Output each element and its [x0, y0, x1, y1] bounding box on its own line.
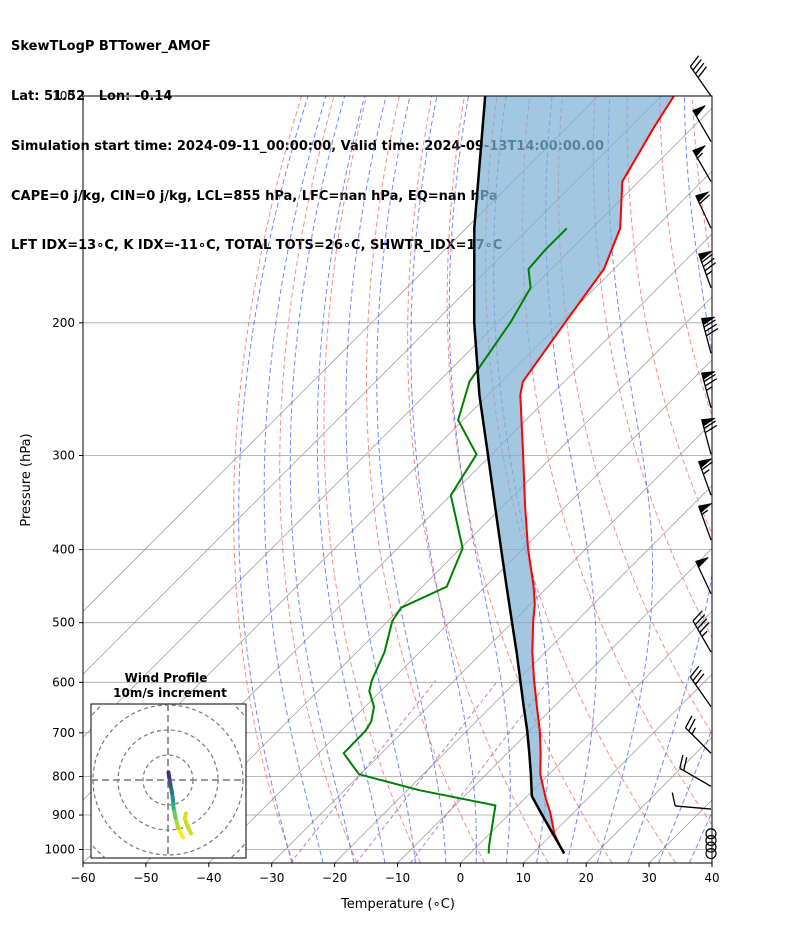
- y-tick-label: 700: [52, 726, 75, 740]
- moist-adiabat: [345, 96, 416, 863]
- profile-layer: [342, 96, 675, 855]
- isotherm: [523, 673, 712, 863]
- x-tick-label: 30: [641, 871, 656, 885]
- mixing-ratio-line: [355, 680, 499, 863]
- wind-barb: [701, 316, 719, 354]
- isotherm: [83, 96, 599, 612]
- moist-adiabat: [627, 96, 712, 863]
- y-tick-label: 800: [52, 769, 75, 783]
- wind-barbs: [671, 55, 719, 860]
- hodograph-title: Wind Profile: [125, 671, 208, 685]
- dry-adiabat: [592, 96, 712, 639]
- x-tick-label: 0: [457, 871, 465, 885]
- isotherm: [460, 610, 712, 863]
- wind-barb: [698, 458, 714, 496]
- isotherm: [83, 107, 712, 738]
- x-tick-label: −10: [385, 871, 410, 885]
- isotherm: [271, 422, 712, 863]
- dry-adiabat: [691, 96, 712, 267]
- isotherm: [83, 170, 712, 801]
- moist-adiabat: [263, 96, 327, 863]
- title-station: SkewTLogP BTTower_AMOF: [11, 39, 211, 55]
- dry-adiabat: [557, 96, 712, 735]
- cape-shade-layer: [474, 96, 674, 854]
- isotherm: [83, 96, 662, 675]
- wind-barb: [689, 55, 712, 97]
- wind-barb-calm: [705, 841, 717, 853]
- hodograph-inset: Wind Profile 10m/s increment: [90, 671, 247, 859]
- dry-adiabat: [323, 96, 422, 863]
- hodograph-segment: [182, 811, 188, 821]
- y-tick-label: 400: [52, 543, 75, 557]
- isotherm: [711, 862, 712, 863]
- isotherm: [648, 799, 712, 863]
- wind-barb: [695, 191, 712, 229]
- wind-barb: [692, 610, 712, 653]
- wind-barb: [689, 665, 712, 707]
- wind-barb: [695, 557, 712, 595]
- y-tick-label: 600: [52, 675, 75, 689]
- dry-adiabat: [626, 96, 712, 536]
- dry-adiabat: [279, 96, 358, 863]
- dry-adiabat: [790, 96, 794, 863]
- x-tick-label: −30: [259, 871, 284, 885]
- dry-adiabat: [365, 96, 485, 863]
- wind-barb: [679, 754, 712, 787]
- wind-barb: [684, 715, 712, 754]
- wind-barb: [692, 145, 712, 182]
- dry-adiabat: [659, 96, 712, 418]
- mixing-ratio-line: [409, 680, 550, 863]
- y-tick-label: 100: [52, 89, 75, 103]
- hodograph-segment: [166, 770, 172, 780]
- dewpoint-line: [342, 227, 568, 854]
- hodograph-subtitle: 10m/s increment: [113, 686, 227, 700]
- axis-ticks: −60 −50 −40 −30 −20 −10 0 10 20 30 40 100 200 300 400 5…: [44, 89, 719, 885]
- moist-adiabat: [316, 96, 386, 863]
- moist-adiabat: [289, 96, 355, 863]
- x-tick-label: 10: [516, 871, 531, 885]
- dry-adiabat: [233, 96, 302, 863]
- isotherm: [585, 736, 712, 863]
- y-axis-label: Pressure (hPa): [19, 433, 34, 526]
- cin-shading: [474, 96, 674, 854]
- x-tick-label: −40: [196, 871, 221, 885]
- moist-adiabat: [596, 96, 653, 863]
- y-tick-label: 500: [52, 616, 75, 630]
- x-tick-label: −20: [322, 871, 347, 885]
- mixing-ratio-line: [290, 680, 437, 863]
- wind-barb: [671, 792, 712, 810]
- x-tick-label: 20: [579, 871, 594, 885]
- wind-barb-calm: [705, 847, 717, 860]
- y-tick-label: 900: [52, 808, 75, 822]
- x-tick-label: 40: [704, 871, 719, 885]
- temperature-line: [519, 96, 675, 854]
- dry-adiabat: [407, 96, 549, 863]
- x-tick-label: −60: [70, 871, 95, 885]
- dry-adiabat: [522, 96, 712, 826]
- wind-barb: [692, 105, 712, 142]
- y-tick-label: 1000: [44, 843, 75, 857]
- hodograph-rings: [91, 704, 246, 858]
- moist-adiabat: [238, 96, 309, 863]
- dry-adiabat: [758, 96, 794, 863]
- y-tick-label: 300: [52, 449, 75, 463]
- x-tick-label: −50: [133, 871, 158, 885]
- parcel-line: [472, 96, 566, 855]
- dry-adiabat: [446, 96, 613, 863]
- dry-adiabat: [725, 96, 794, 863]
- title-indices-stability: LFT IDX=13∘C, K IDX=-11∘C, TOTAL TOTS=26…: [11, 238, 503, 254]
- y-tick-label: 200: [52, 316, 75, 330]
- wind-barb: [698, 250, 717, 288]
- wind-barb: [701, 417, 718, 455]
- moist-adiabat: [658, 727, 712, 863]
- wind-barb-calm: [705, 834, 717, 847]
- wind-barb: [698, 503, 712, 541]
- wind-barb-calm: [705, 828, 717, 840]
- x-axis-label: Temperature (∘C): [340, 897, 455, 912]
